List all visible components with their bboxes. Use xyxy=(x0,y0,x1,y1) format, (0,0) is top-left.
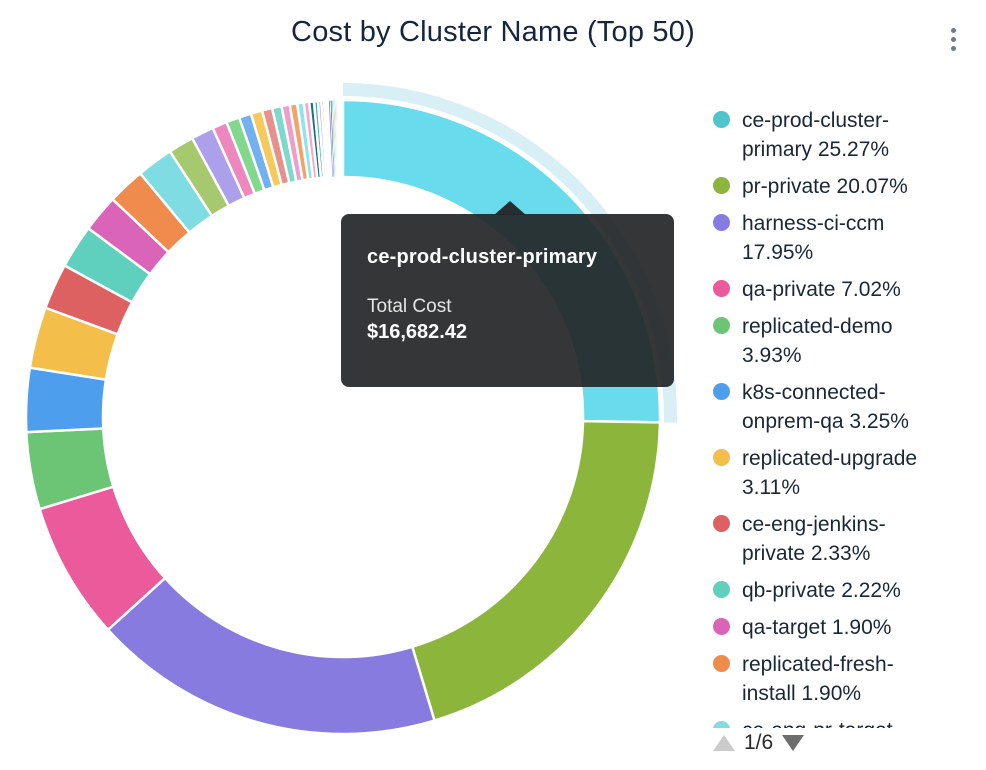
legend-item-label: qa-target 1.90% xyxy=(742,616,892,639)
kebab-dot xyxy=(951,37,956,42)
legend-item-label: harness-ci-ccm 17.95% xyxy=(742,212,885,264)
legend-marker-dot xyxy=(713,280,730,297)
legend-item[interactable]: k8s-connected-onprem-qa 3.25% xyxy=(713,378,986,436)
chart-tooltip: ce-prod-cluster-primary Total Cost $16,6… xyxy=(341,201,674,387)
legend-item[interactable]: qb-private 2.22% xyxy=(713,576,986,605)
legend-item-label: qb-private 2.22% xyxy=(742,579,901,602)
legend-marker-dot xyxy=(713,214,730,231)
tooltip-row-value: $16,682.42 xyxy=(367,321,468,343)
legend-item-label: pr-private 20.07% xyxy=(742,175,908,198)
legend-item-label: ce-eng-jenkins-private 2.33% xyxy=(742,513,886,565)
legend-item-label: k8s-connected-onprem-qa 3.25% xyxy=(742,381,909,433)
kebab-menu-icon[interactable] xyxy=(945,24,962,55)
legend-marker-dot xyxy=(713,655,730,672)
legend-item[interactable]: ce-prod-cluster-primary 25.27% xyxy=(713,106,986,164)
legend-item-label: ce-eng-pr-target 1.86% xyxy=(742,716,932,728)
tooltip-row-label: Total Cost xyxy=(367,296,452,317)
legend-item-label: replicated-fresh-install 1.90% xyxy=(742,653,894,705)
legend-marker-dot xyxy=(713,177,730,194)
legend-next-arrow-icon[interactable] xyxy=(782,735,805,751)
legend-item[interactable]: qa-target 1.90% xyxy=(713,613,986,642)
legend-item-label: ce-prod-cluster-primary 25.27% xyxy=(742,109,890,161)
legend-marker-dot xyxy=(713,449,730,466)
legend-item[interactable]: replicated-demo 3.93% xyxy=(713,312,986,370)
tooltip-arrow-icon xyxy=(494,201,526,215)
legend: ce-prod-cluster-primary 25.27% pr-private… xyxy=(713,106,986,728)
pie-slice-pr-private[interactable] xyxy=(411,419,662,722)
legend-item[interactable]: ce-eng-pr-target 1.86% xyxy=(713,716,986,728)
legend-prev-arrow-icon[interactable] xyxy=(713,735,735,751)
legend-item[interactable]: ce-eng-jenkins-private 2.33% xyxy=(713,510,986,568)
legend-marker-dot xyxy=(713,383,730,400)
legend-item[interactable]: replicated-upgrade 3.11% xyxy=(713,444,986,502)
legend-item[interactable]: harness-ci-ccm 17.95% xyxy=(713,209,986,267)
legend-marker-dot xyxy=(713,618,730,635)
legend-item[interactable]: qa-private 7.02% xyxy=(713,275,986,304)
legend-page-indicator: 1/6 xyxy=(744,731,774,754)
legend-pagination: 1/6 xyxy=(713,731,805,755)
page-title: Cost by Cluster Name (Top 50) xyxy=(291,16,695,48)
legend-marker-dot xyxy=(713,111,730,128)
legend-item[interactable]: pr-private 20.07% xyxy=(713,172,986,201)
legend-item-label: replicated-demo 3.93% xyxy=(742,315,893,367)
legend-item-label: replicated-upgrade 3.11% xyxy=(742,447,918,499)
pie-slice-harness-ci-ccm[interactable] xyxy=(106,576,436,736)
legend-item-label: qa-private 7.02% xyxy=(742,278,901,301)
legend-list: ce-prod-cluster-primary 25.27% pr-private… xyxy=(713,106,986,728)
legend-marker-dot xyxy=(713,721,730,728)
legend-item[interactable]: replicated-fresh-install 1.90% xyxy=(713,650,986,708)
kebab-dot xyxy=(951,46,956,51)
tooltip-title: ce-prod-cluster-primary xyxy=(367,246,598,268)
legend-marker-dot xyxy=(713,515,730,532)
kebab-dot xyxy=(951,28,956,33)
legend-marker-dot xyxy=(713,317,730,334)
legend-marker-dot xyxy=(713,581,730,598)
